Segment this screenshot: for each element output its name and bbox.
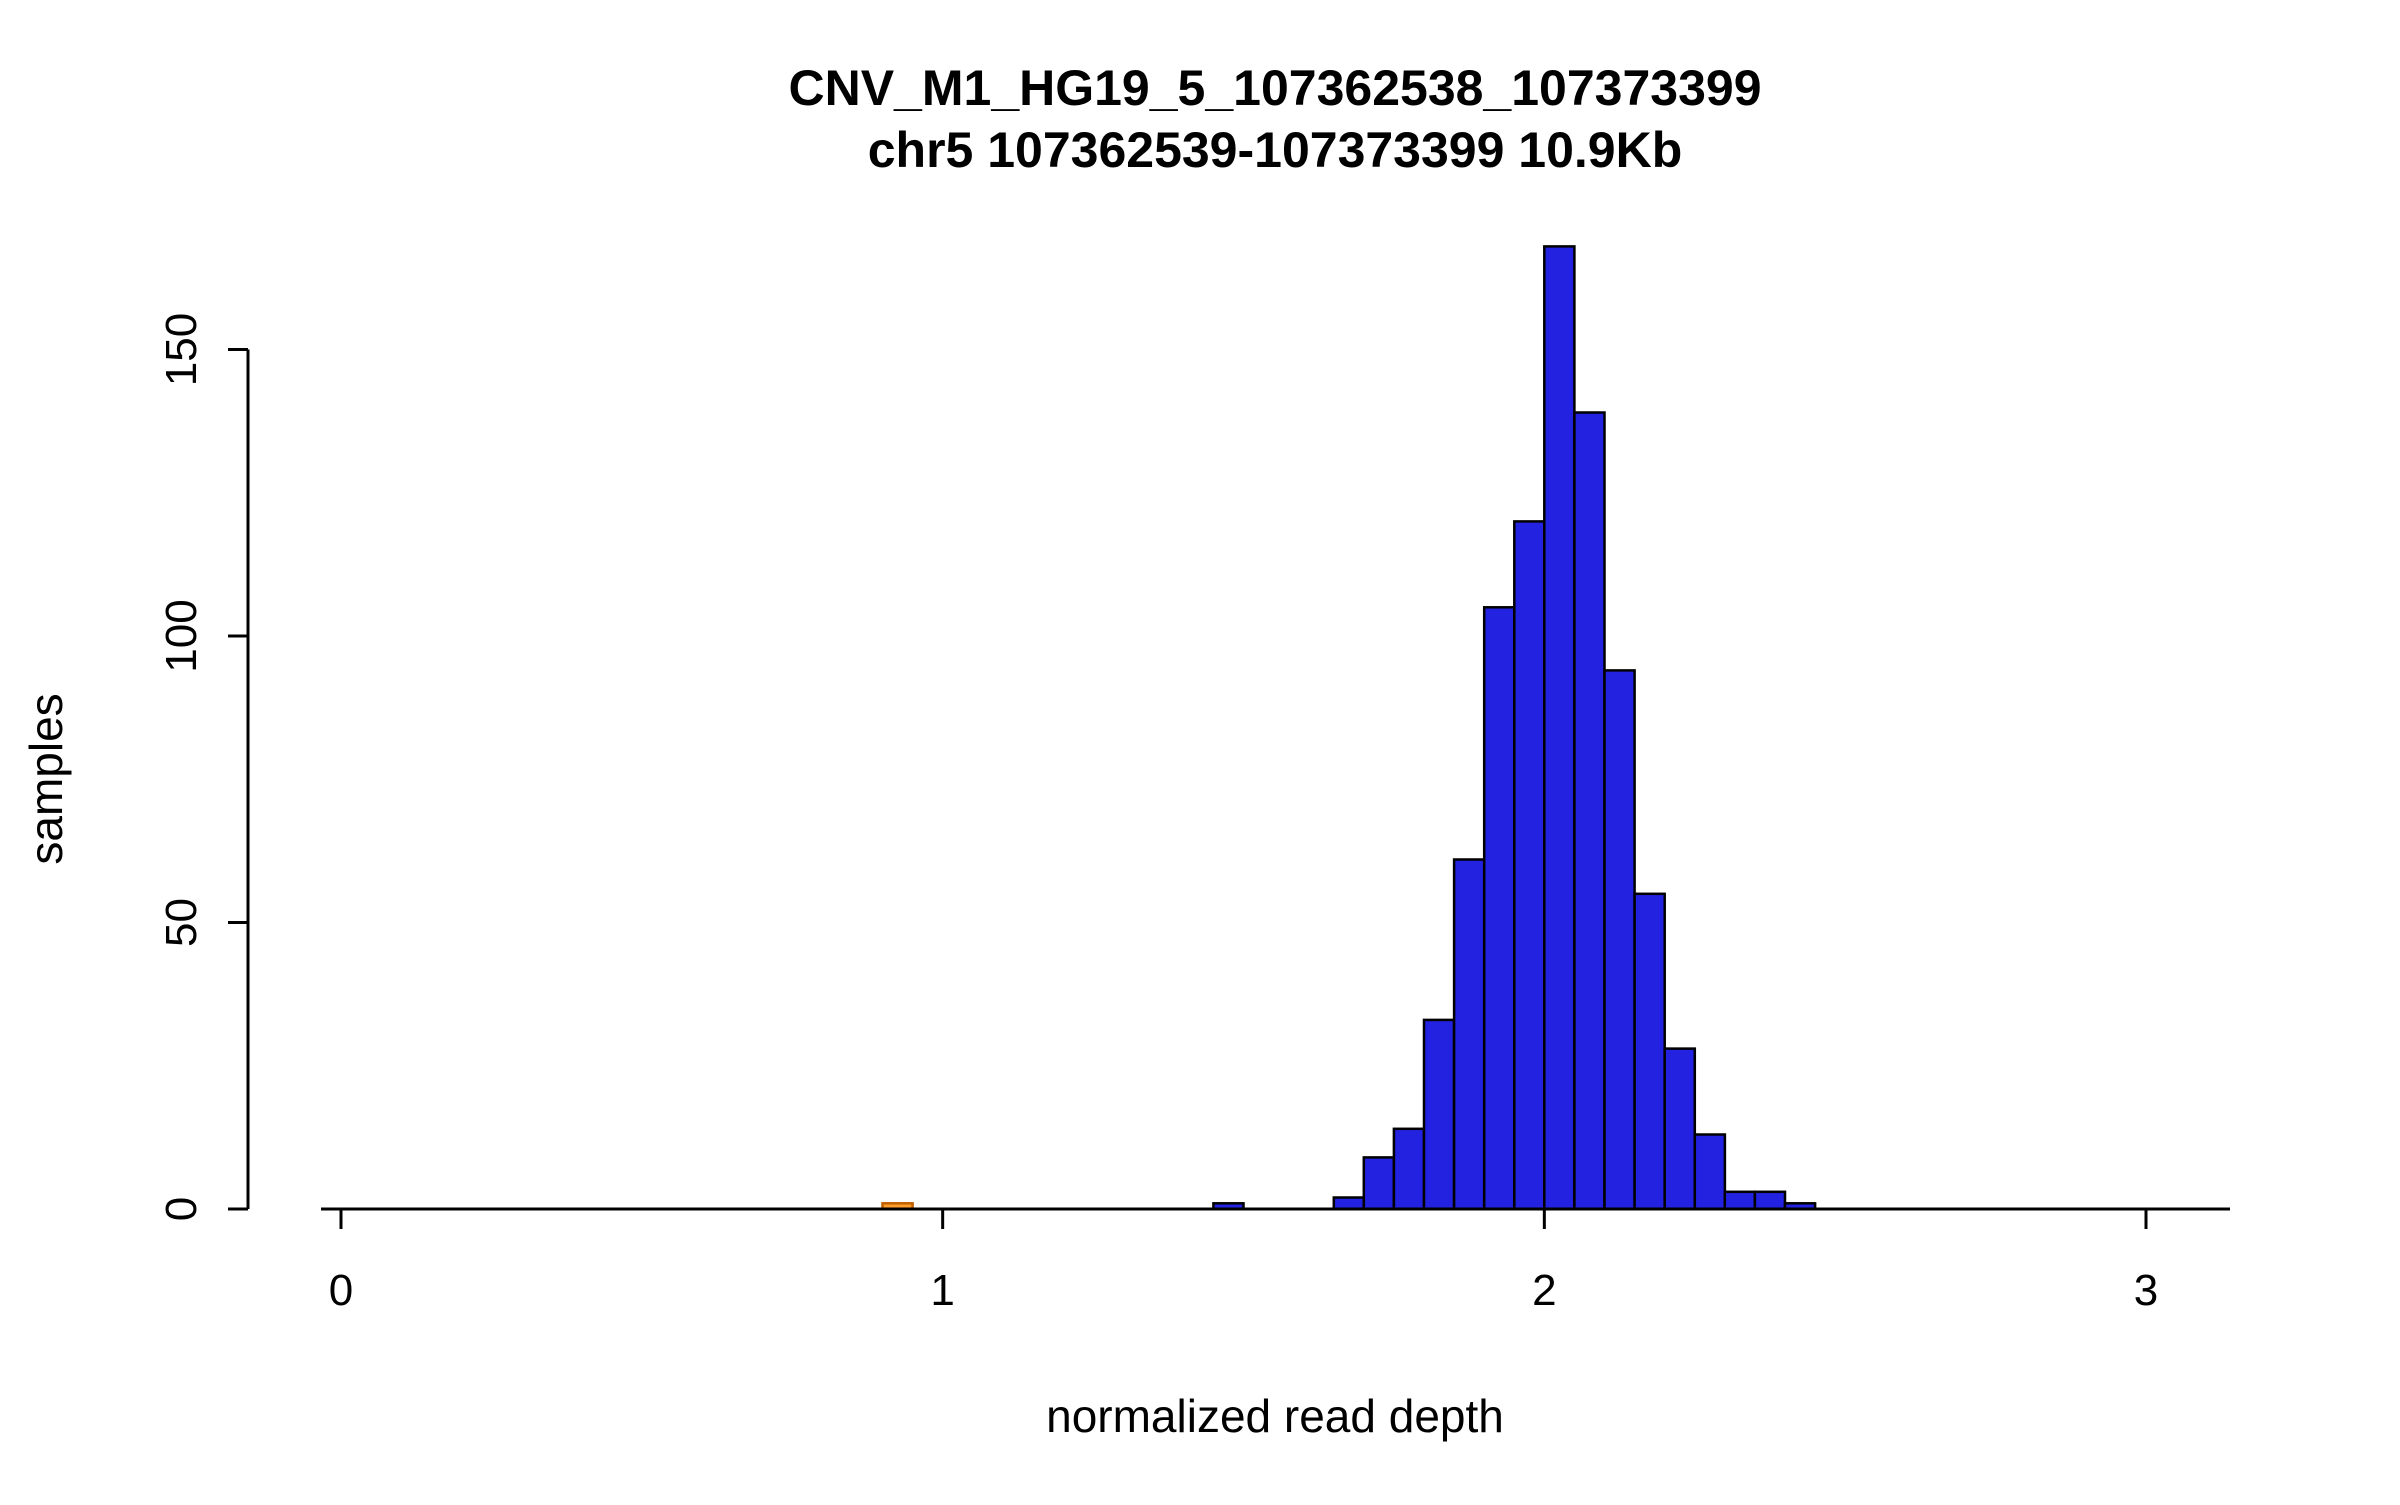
histogram-bar bbox=[1513, 520, 1546, 1211]
chart-subtitle: chr5 107362539-107373399 10.9Kb bbox=[868, 122, 1683, 178]
y-tick-label: 0 bbox=[157, 1197, 206, 1221]
x-axis: 0 1 2 3 bbox=[321, 1207, 2230, 1315]
x-axis-title: normalized read depth bbox=[1046, 1390, 1504, 1442]
histogram-bar bbox=[1422, 1018, 1456, 1211]
x-tick-label: 3 bbox=[2134, 1266, 2158, 1315]
histogram-bar bbox=[1663, 1047, 1697, 1211]
y-axis: 0 50 100 150 bbox=[157, 313, 250, 1221]
histogram-bar bbox=[1392, 1127, 1426, 1211]
y-tick-label: 100 bbox=[157, 599, 206, 672]
histogram-bar bbox=[1603, 669, 1636, 1211]
histogram-bar bbox=[1633, 892, 1666, 1211]
y-tick-label: 150 bbox=[157, 313, 206, 386]
chart-title: CNV_M1_HG19_5_107362538_107373399 bbox=[788, 60, 1761, 116]
histogram-bar bbox=[1362, 1156, 1396, 1211]
histogram-bar bbox=[1573, 411, 1606, 1211]
y-tick-label: 50 bbox=[157, 898, 206, 947]
y-axis-title: samples bbox=[20, 693, 72, 864]
histogram-bar bbox=[1753, 1190, 1787, 1211]
x-tick-label: 2 bbox=[1532, 1266, 1556, 1315]
histogram-bar bbox=[1482, 606, 1516, 1211]
histogram-bar bbox=[1332, 1196, 1366, 1211]
x-tick-label: 0 bbox=[329, 1266, 353, 1315]
histogram-bar bbox=[1693, 1133, 1727, 1211]
histogram-bar bbox=[1543, 245, 1576, 1211]
histogram-bar bbox=[1452, 858, 1486, 1211]
histogram-bar bbox=[1723, 1190, 1757, 1211]
x-tick-label: 1 bbox=[930, 1266, 954, 1315]
bars bbox=[881, 245, 1817, 1211]
